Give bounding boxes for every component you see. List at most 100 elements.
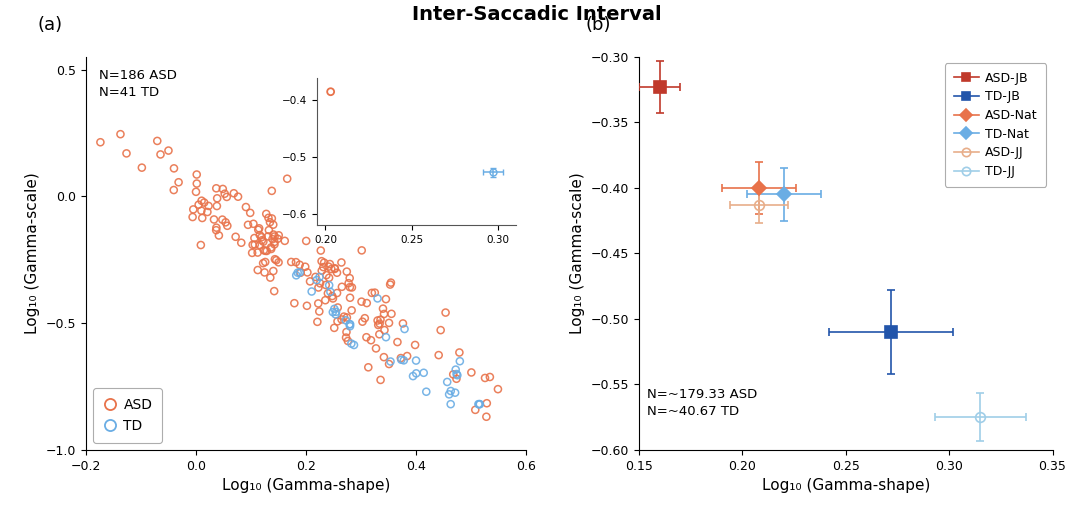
- Point: [318, 271, 335, 279]
- Point: [188, 171, 205, 179]
- Point: [477, 374, 494, 382]
- Point: [451, 348, 468, 357]
- Point: [216, 190, 233, 198]
- Point: [314, 267, 331, 275]
- Point: [255, 237, 272, 246]
- Point: [199, 208, 216, 216]
- Point: [405, 372, 422, 380]
- Point: [338, 267, 355, 276]
- Point: [270, 258, 287, 266]
- Point: [185, 205, 202, 214]
- Text: N=186 ASD
N=41 TD: N=186 ASD N=41 TD: [99, 69, 177, 99]
- Point: [214, 216, 231, 224]
- Point: [260, 232, 277, 240]
- Point: [322, 288, 339, 296]
- Point: [188, 188, 205, 196]
- Point: [310, 307, 328, 315]
- Point: [346, 341, 363, 349]
- Point: [375, 305, 392, 313]
- Point: [282, 258, 300, 266]
- Point: [240, 221, 257, 229]
- Point: [447, 366, 464, 374]
- Point: [366, 288, 383, 297]
- Y-axis label: Log₁₀ (Gamma-scale): Log₁₀ (Gamma-scale): [570, 173, 585, 334]
- Point: [315, 263, 332, 271]
- Point: [265, 238, 282, 246]
- Point: [333, 315, 350, 324]
- Point: [265, 231, 282, 239]
- Point: [246, 234, 263, 242]
- Point: [278, 175, 295, 183]
- Point: [208, 202, 226, 210]
- Point: [263, 187, 280, 195]
- Point: [398, 352, 416, 360]
- Point: [313, 257, 330, 265]
- Point: [262, 244, 279, 252]
- Point: [226, 189, 243, 197]
- Point: [151, 150, 169, 159]
- Point: [255, 259, 272, 267]
- Point: [271, 231, 288, 239]
- Point: [253, 233, 271, 241]
- Point: [286, 299, 303, 307]
- Point: [329, 303, 346, 312]
- Point: [188, 179, 205, 188]
- Point: [396, 325, 413, 333]
- Point: [261, 218, 278, 226]
- Point: [329, 289, 346, 297]
- Point: [362, 336, 379, 344]
- Point: [299, 268, 316, 277]
- Point: [382, 357, 400, 366]
- Point: [264, 235, 281, 244]
- Point: [258, 247, 275, 255]
- Point: [214, 185, 231, 193]
- Point: [237, 203, 255, 211]
- Point: [342, 294, 359, 302]
- Point: [490, 385, 507, 393]
- Point: [160, 146, 177, 155]
- Point: [263, 215, 280, 223]
- Point: [289, 268, 306, 277]
- Point: [371, 320, 388, 328]
- Point: [430, 351, 447, 359]
- Point: [342, 274, 359, 282]
- Point: [380, 319, 397, 327]
- Point: [367, 344, 384, 353]
- Point: [382, 279, 400, 287]
- Point: [256, 246, 273, 254]
- Point: [342, 320, 359, 328]
- Point: [230, 192, 247, 201]
- Point: [382, 310, 400, 318]
- Point: [326, 264, 344, 272]
- Point: [449, 371, 466, 379]
- Point: [357, 314, 374, 322]
- Point: [342, 320, 359, 328]
- Point: [338, 313, 355, 322]
- Point: [437, 309, 454, 317]
- Point: [291, 261, 308, 269]
- Point: [333, 258, 350, 267]
- Point: [207, 184, 224, 192]
- Point: [217, 218, 234, 226]
- Point: [260, 214, 277, 222]
- Point: [309, 283, 326, 292]
- Point: [264, 221, 281, 229]
- Point: [469, 400, 487, 408]
- Point: [200, 202, 217, 210]
- Point: [353, 297, 371, 306]
- Point: [440, 390, 458, 399]
- Point: [320, 263, 337, 271]
- Point: [292, 269, 309, 277]
- Point: [316, 258, 333, 267]
- Point: [302, 277, 319, 285]
- Point: [342, 322, 359, 330]
- Point: [463, 368, 480, 376]
- Point: [416, 369, 433, 377]
- Point: [266, 240, 284, 249]
- Point: [448, 370, 465, 378]
- Point: [193, 207, 211, 215]
- Point: [322, 87, 339, 96]
- Point: [326, 310, 344, 318]
- Point: [251, 241, 268, 249]
- Point: [303, 287, 320, 296]
